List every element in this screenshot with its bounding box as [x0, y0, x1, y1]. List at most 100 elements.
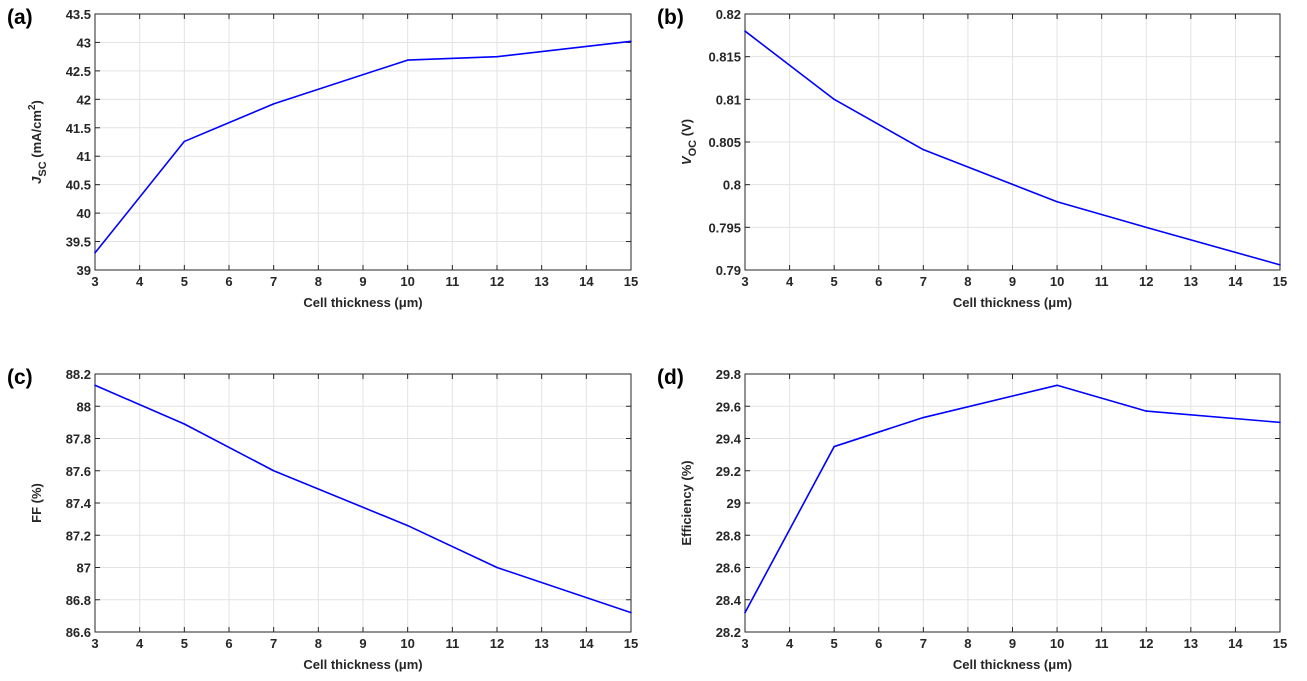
series-line	[94, 384, 632, 614]
y-axis-label-sub: SC	[37, 161, 49, 176]
x-tick-label: 9	[359, 274, 366, 289]
data-point	[744, 611, 746, 614]
data-point	[183, 423, 186, 425]
data-point	[1145, 410, 1148, 412]
x-tick-label: 6	[875, 274, 882, 289]
y-tick-label: 0.805	[708, 135, 741, 150]
y-tick-label: 41.5	[66, 121, 91, 136]
x-tick-label: 15	[1273, 636, 1287, 651]
x-tick-label: 3	[91, 636, 98, 651]
y-tick-label: 87.8	[66, 432, 91, 447]
y-axis-label-sub: OC	[687, 140, 699, 157]
y-tick-label: 29.8	[716, 367, 741, 382]
x-tick-label: 11	[445, 274, 459, 289]
x-tick-label: 11	[1095, 636, 1109, 651]
x-tick-label: 12	[490, 274, 504, 289]
x-tick-label: 9	[1009, 636, 1016, 651]
x-tick-label: 13	[534, 274, 548, 289]
y-axis-label-main: Efficiency (%)	[679, 460, 694, 545]
x-tick-label: 10	[1050, 274, 1064, 289]
y-tick-label: 28.4	[716, 593, 742, 608]
x-tick-label: 7	[270, 274, 277, 289]
panel-label-a: (a)	[7, 6, 33, 29]
panel-b: 3 4 5 6 7 8 9 10 11 12 13 14 15 0.79 0.795 0.8 0.805 0.81…	[657, 6, 1287, 310]
y-tick-label: 42.5	[66, 64, 91, 79]
y-tick-label: 28.8	[716, 528, 741, 543]
y-tick-label: 87.6	[66, 464, 91, 479]
data-point	[922, 416, 925, 419]
x-tick-label: 13	[534, 636, 548, 651]
x-tick-label: 6	[225, 636, 232, 651]
x-axis-label: Cell thickness (μm)	[303, 657, 422, 672]
data-point	[630, 40, 632, 43]
data-point	[833, 445, 835, 448]
y-tick-label: 0.795	[708, 220, 741, 235]
x-tick-label: 6	[225, 274, 232, 289]
x-tick-label: 15	[624, 636, 638, 651]
y-tick-label: 40.5	[66, 178, 91, 193]
x-tick-label: 6	[875, 636, 882, 651]
x-tick-label: 8	[964, 636, 971, 651]
data-point	[1279, 421, 1281, 424]
y-tick-label: 42	[77, 92, 91, 107]
panel-a: 3 4 5 6 7 8 9 10 11 12 13 14 15 39 39.5 40 40.5 41 41.5 42 4…	[7, 6, 638, 310]
y-axis-label: FF (%)	[29, 483, 44, 523]
x-tick-label: 8	[964, 274, 971, 289]
panel-d: 3 4 5 6 7 8 9 10 11 12 13 14 15 28.2 28.4 28.6 28.8 29 29.…	[657, 366, 1287, 672]
panel-label-b: (b)	[657, 6, 684, 29]
x-tick-label: 14	[579, 636, 594, 651]
y-tick-label: 43	[77, 35, 91, 50]
data-point	[496, 55, 498, 58]
series-line	[744, 384, 1281, 614]
y-tick-label: 0.8	[723, 178, 741, 193]
x-tick-label: 7	[270, 636, 277, 651]
data-point	[922, 148, 925, 151]
y-tick-label: 28.2	[716, 625, 741, 640]
x-tick-label: 8	[315, 274, 322, 289]
y-tick-label: 87	[77, 561, 91, 576]
series-line	[744, 30, 1281, 266]
panel-label-c: (c)	[7, 366, 33, 389]
y-tick-label: 0.79	[716, 263, 741, 278]
x-tick-label: 3	[741, 274, 748, 289]
data-point	[406, 59, 409, 61]
x-tick-label: 12	[1139, 636, 1153, 651]
x-tick-label: 14	[1228, 274, 1243, 289]
x-tick-label: 8	[315, 636, 322, 651]
x-tick-label: 13	[1184, 636, 1198, 651]
x-tick-label: 3	[91, 274, 98, 289]
data-point	[1145, 226, 1148, 229]
x-tick-label: 4	[786, 636, 794, 651]
y-tick-label: 88.2	[66, 367, 91, 382]
y-tick-label: 88	[77, 399, 91, 414]
series-line	[94, 40, 632, 254]
y-axis-label-main: J	[29, 176, 44, 184]
x-tick-label: 7	[920, 636, 927, 651]
y-axis-label: JSC (mA/cm2)	[27, 100, 49, 184]
y-tick-label: 29.2	[716, 464, 741, 479]
x-tick-label: 5	[181, 636, 188, 651]
data-point	[496, 566, 498, 569]
x-tick-label: 14	[579, 274, 594, 289]
y-tick-label: 87.4	[66, 496, 92, 511]
x-tick-label: 11	[1095, 274, 1109, 289]
y-tick-label: 40	[77, 206, 91, 221]
y-tick-label: 28.6	[716, 561, 741, 576]
x-axis-label: Cell thickness (μm)	[953, 657, 1072, 672]
panel-label-d: (d)	[657, 366, 684, 389]
x-tick-label: 4	[136, 274, 144, 289]
x-axis-label: Cell thickness (μm)	[953, 295, 1072, 310]
y-tick-label: 0.815	[708, 50, 741, 65]
data-point	[272, 469, 275, 472]
panel-c: 3 4 5 6 7 8 9 10 11 12 13 14 15 86.6 86.8 87 87.2 87.4 87.…	[7, 366, 638, 672]
y-axis-label-unit: (mA/cm	[29, 110, 44, 161]
y-axis-label-sup: 2	[27, 104, 38, 110]
data-point	[1056, 200, 1058, 203]
x-tick-label: 5	[181, 274, 188, 289]
y-tick-label: 43.5	[66, 7, 91, 22]
y-tick-label: 29.6	[716, 399, 741, 414]
y-axis-label-close: )	[29, 100, 44, 104]
data-point	[94, 384, 96, 387]
y-tick-label: 39.5	[66, 235, 91, 250]
